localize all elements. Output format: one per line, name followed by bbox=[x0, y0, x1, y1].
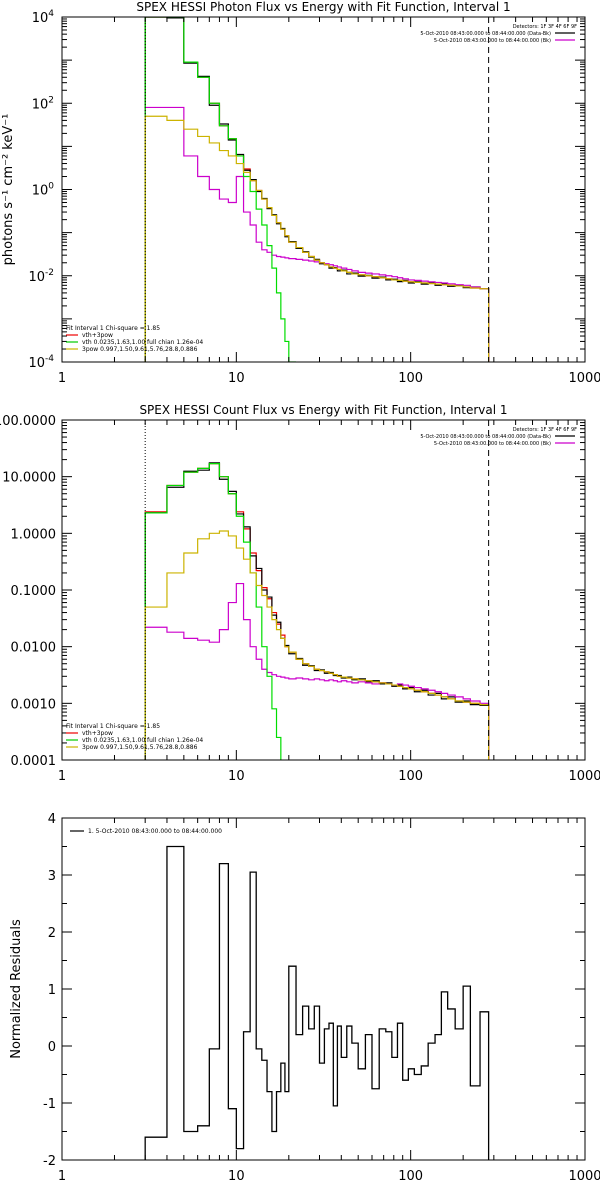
y-tick-label: 2 bbox=[48, 926, 56, 941]
plot-frame bbox=[61, 16, 586, 363]
x-tick-label: 100 bbox=[398, 769, 423, 784]
plot-frame bbox=[61, 817, 586, 1161]
residuals-panel: 1 10 100 1000 -2 -1 0 1 2 3 4 Normalized Residuals 1… bbox=[9, 812, 600, 1184]
y-tick-label: 0 bbox=[48, 1040, 56, 1055]
x-tick-label: 10 bbox=[228, 769, 245, 784]
series-line-data-bk bbox=[144, 17, 490, 362]
series-line-vth-3pow bbox=[144, 17, 490, 362]
series-group bbox=[144, 845, 490, 1160]
fit-legend-header: Fit Interval 1 Chi-square = 1.85 bbox=[66, 325, 160, 332]
y-tick-label: -1 bbox=[43, 1097, 56, 1112]
y-tick-label: 0.0010 bbox=[11, 697, 57, 712]
y-tick-label: 100 bbox=[32, 182, 55, 199]
plot-frame bbox=[61, 419, 586, 761]
x-tick-label: 1000 bbox=[568, 371, 600, 386]
fit-legend-entry: 3pow 0.997,1.50,9.61,5.76,28.8,0.886 bbox=[82, 744, 198, 751]
series-group bbox=[144, 462, 490, 760]
y-axis-label: Normalized Residuals bbox=[9, 919, 24, 1059]
interval-annotation: 5-Oct-2010 08:43:00.000 to 08:44:00.000 … bbox=[420, 434, 551, 440]
fit-legend-entry: vth 0.0235,1.63,1.00 full chian 1.26e-04 bbox=[82, 737, 203, 744]
y-tick-label: 102 bbox=[32, 95, 54, 112]
series-line-vth-3pow bbox=[144, 463, 490, 760]
x-tick-label: 1 bbox=[58, 371, 66, 386]
y-tick-label: 4 bbox=[48, 812, 56, 827]
interval-annotation: 5-Oct-2010 08:43:00.000 to 08:44:00.000 … bbox=[420, 31, 551, 37]
detectors-annotation: Detectors: 1F 3F 4F 6F 9F bbox=[513, 427, 577, 433]
y-tick-label: 100.0000 bbox=[0, 414, 56, 429]
series-line-3pow bbox=[144, 115, 490, 362]
y-tick-label: 3 bbox=[48, 869, 56, 884]
y-tick-label: 1 bbox=[48, 983, 56, 998]
chart-title: SPEX HESSI Photon Flux vs Energy with Fi… bbox=[136, 0, 510, 14]
series-line-3pow bbox=[144, 530, 490, 760]
y-tick-label: 0.0100 bbox=[11, 641, 57, 656]
y-tick-label: 10.0000 bbox=[2, 471, 56, 486]
fit-legend-header: Fit Interval 1 Chi-square = 1.85 bbox=[66, 723, 160, 730]
x-tick-label: 1000 bbox=[568, 769, 600, 784]
x-tick-label: 1000 bbox=[568, 1169, 600, 1184]
y-axis-label: photons s⁻¹ cm⁻² keV⁻¹ bbox=[1, 114, 16, 266]
series-line-bk bbox=[144, 106, 490, 362]
y-tick-label: 10-2 bbox=[28, 268, 54, 285]
photon-flux-panel: 1 10 100 1000 10-4 10-2 100 102 104 SPEX HESSI Ph… bbox=[1, 0, 600, 386]
x-tick-label: 1 bbox=[58, 769, 66, 784]
x-tick-label: 1 bbox=[58, 1169, 66, 1184]
y-tick-label: 104 bbox=[32, 9, 55, 26]
series-line-1-5-oct-2010-08-43-00-000-to-08-44-00-000 bbox=[144, 845, 490, 1160]
x-tick-label: 10 bbox=[228, 1169, 245, 1184]
series-group bbox=[144, 17, 490, 362]
fit-legend-entry: vth 0.0235,1.63,1.00 full chian 1.26e-04 bbox=[82, 339, 203, 346]
series-line-data-bk bbox=[144, 462, 490, 760]
x-tick-label: 100 bbox=[398, 1169, 423, 1184]
y-tick-label: 1.0000 bbox=[11, 527, 57, 542]
y-tick-label: 0.0001 bbox=[11, 754, 57, 769]
series-line-bk bbox=[144, 582, 490, 760]
fit-legend-entry: vth+3pow bbox=[82, 730, 113, 737]
interval-annotation: 5-Oct-2010 08:43:00.000 to 08:44:00.000 … bbox=[434, 441, 551, 447]
series-line-vth bbox=[144, 17, 297, 362]
count-flux-panel: 1 10 100 1000 0.0001 0.0010 0.0100 0.1000 1.0000… bbox=[0, 403, 600, 784]
y-tick-label: -2 bbox=[43, 1154, 56, 1169]
series-line-vth bbox=[144, 463, 282, 760]
y-tick-label: 0.1000 bbox=[11, 584, 57, 599]
x-tick-label: 100 bbox=[398, 371, 423, 386]
detectors-annotation: Detectors: 1F 3F 4F 6F 9F bbox=[513, 24, 577, 30]
legend-entry: 1. 5-Oct-2010 08:43:00.000 to 08:44:00.0… bbox=[88, 828, 222, 835]
chart-title: SPEX HESSI Count Flux vs Energy with Fit… bbox=[139, 403, 507, 417]
x-tick-label: 10 bbox=[228, 371, 245, 386]
fit-legend-entry: 3pow 0.997,1.50,9.61,5.76,28.8,0.886 bbox=[82, 346, 198, 353]
y-tick-label: 10-4 bbox=[28, 354, 54, 371]
fit-legend-entry: vth+3pow bbox=[82, 332, 113, 339]
interval-annotation: 5-Oct-2010 08:43:00.000 to 08:44:00.000 … bbox=[434, 38, 551, 44]
